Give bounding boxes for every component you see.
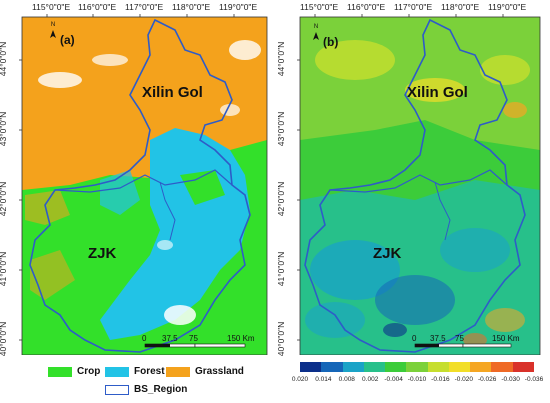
study-region-boundary bbox=[304, 18, 526, 353]
colorbar-tick-label: 0.008 bbox=[338, 376, 355, 383]
lon-label: 116°0"0"E bbox=[78, 2, 117, 12]
change-rate-map bbox=[297, 14, 541, 355]
lat-label: 42°0"0"N bbox=[0, 181, 9, 217]
lat-label: 42°0"0"N bbox=[276, 181, 287, 217]
colorbar-tick-label: -0.016 bbox=[431, 376, 450, 383]
legend-label: BS_Region bbox=[134, 384, 188, 395]
colorbar-tick-label: -0.030 bbox=[501, 376, 520, 383]
legend-label: Grassland bbox=[195, 366, 244, 377]
colorbar-cell bbox=[342, 362, 365, 372]
colorbar-tick-label: 0.014 bbox=[315, 376, 332, 383]
colorbar-cell bbox=[491, 362, 514, 372]
colorbar-cell bbox=[512, 362, 535, 372]
region-label-xilin-gol: Xilin Gol bbox=[142, 84, 203, 101]
landcover-legend: Crop Forest Grassland BS_Region bbox=[0, 362, 275, 402]
north-arrow-icon bbox=[50, 30, 56, 38]
landcover-map bbox=[19, 14, 268, 355]
north-arrow-icon bbox=[313, 32, 319, 40]
map-panel-a: 115°0"0"E 116°0"0"E 117°0"0"E 118°0"0"E … bbox=[0, 0, 270, 357]
legend-item-region: BS_Region bbox=[105, 384, 187, 395]
lat-label: 44°0"0"N bbox=[276, 41, 287, 77]
legend-item-grassland: Grassland bbox=[166, 366, 244, 377]
grassland-swatch bbox=[166, 366, 190, 377]
lat-label: 43°0"0"N bbox=[276, 111, 287, 147]
colorbar-tick-label: -0.020 bbox=[454, 376, 474, 383]
lon-label: 117°0"0"E bbox=[125, 2, 164, 12]
change-rate-colorbar: 0.020 0.014 0.008 0.002 -0.004 -0.010 -0.016 -0… bbox=[291, 362, 544, 402]
lon-label: 116°0"0"E bbox=[347, 2, 386, 12]
lon-label: 115°0"0"E bbox=[32, 2, 71, 12]
scale-label: 150 Km bbox=[492, 334, 520, 343]
legend-label: Crop bbox=[77, 366, 101, 377]
crop-swatch bbox=[48, 366, 72, 377]
legend-item-crop: Crop bbox=[48, 366, 100, 377]
region-label-xilin-gol: Xilin Gol bbox=[407, 84, 468, 101]
lat-label: 40°0"0"N bbox=[0, 321, 9, 357]
panel-tag-b: (b) bbox=[323, 35, 339, 49]
colorbar-tick-label: 0.020 bbox=[291, 376, 309, 383]
lat-label: 43°0"0"N bbox=[0, 111, 9, 147]
colorbar-tick-label: -0.010 bbox=[407, 376, 427, 383]
colorbar-cell bbox=[385, 362, 407, 372]
north-label: N bbox=[313, 24, 319, 30]
scale-bar bbox=[414, 343, 512, 348]
lon-label: 117°0"0"E bbox=[394, 2, 433, 12]
colorbar-cell bbox=[427, 362, 450, 372]
region-label-zjk: ZJK bbox=[88, 245, 117, 262]
lat-label: 41°0"0"N bbox=[276, 251, 287, 287]
scale-bar bbox=[144, 343, 246, 348]
colorbar-cell bbox=[406, 362, 429, 372]
lat-label: 40°0"0"N bbox=[276, 321, 287, 357]
map-panel-b: 115°0"0"E 116°0"0"E 117°0"0"E 118°0"0"E … bbox=[275, 0, 545, 357]
lon-label: 119°0"0"E bbox=[219, 2, 258, 12]
scale-label: 150 Km bbox=[227, 334, 255, 343]
north-label: N bbox=[50, 22, 56, 28]
colorbar-tick-label: 0.002 bbox=[362, 376, 379, 383]
scale-label: 37.5 bbox=[430, 334, 446, 343]
colorbar-tick-label: -0.026 bbox=[477, 376, 497, 383]
forest-swatch bbox=[105, 366, 129, 377]
colorbar-tick-label: -0.004 bbox=[384, 376, 403, 383]
lon-label: 115°0"0"E bbox=[300, 2, 339, 12]
lon-label: 119°0"0"E bbox=[488, 2, 527, 12]
colorbar-cell bbox=[363, 362, 386, 372]
region-swatch bbox=[105, 384, 129, 395]
lon-label: 118°0"0"E bbox=[172, 2, 211, 12]
study-region-boundary bbox=[29, 18, 251, 353]
colorbar-cell bbox=[321, 362, 344, 372]
lon-label: 118°0"0"E bbox=[441, 2, 480, 12]
lat-label: 41°0"0"N bbox=[0, 251, 9, 287]
scale-label: 0 bbox=[412, 334, 417, 343]
region-label-zjk: ZJK bbox=[373, 245, 402, 262]
panel-tag-a: (a) bbox=[60, 33, 75, 47]
lat-label: 44°0"0"N bbox=[0, 41, 9, 77]
colorbar-cell bbox=[470, 362, 492, 372]
legend-label: Forest bbox=[134, 366, 165, 377]
colorbar-cell bbox=[300, 362, 322, 372]
colorbar-cell bbox=[448, 362, 471, 372]
scale-label: 75 bbox=[455, 334, 464, 343]
legend-item-forest: Forest bbox=[105, 366, 165, 377]
scale-label: 0 bbox=[142, 334, 147, 343]
colorbar-tick-label: -0.036 bbox=[524, 376, 544, 383]
scale-label: 37.5 bbox=[162, 334, 178, 343]
scale-label: 75 bbox=[189, 334, 198, 343]
